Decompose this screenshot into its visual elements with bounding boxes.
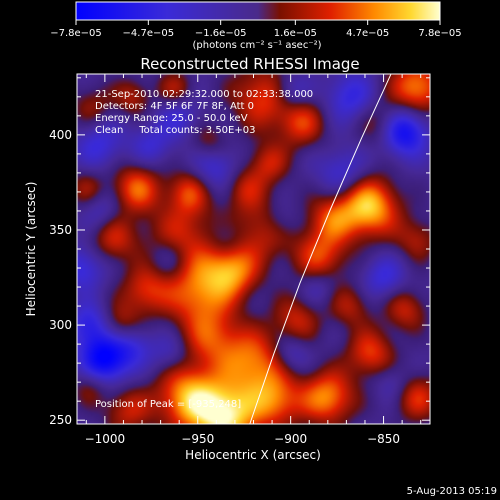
x-tick-label: −900 (274, 432, 307, 446)
y-tick-label: 400 (49, 128, 72, 142)
x-axis: −1000 −950 −900 −850 (85, 74, 422, 446)
colorbar-tick-label: −1.6e−05 (195, 28, 247, 39)
heatmap-image (77, 74, 430, 424)
colorbar-tick-label: 4.7e−05 (346, 28, 389, 39)
peak-position-label: Position of Peak = [-935,248] (95, 399, 241, 410)
info-text: 21-Sep-2010 02:29:32.000 to 02:33:38.000… (95, 89, 313, 136)
info-line-time: 21-Sep-2010 02:29:32.000 to 02:33:38.000 (95, 89, 313, 100)
colorbar-gradient (75, 1, 441, 21)
y-axis-label: Heliocentric Y (arcsec) (24, 182, 38, 317)
y-tick-label: 350 (49, 223, 72, 237)
x-tick-label: −950 (181, 432, 214, 446)
info-line-clean: Clean Total counts: 3.50E+03 (95, 125, 255, 136)
chart-title: Reconstructed RHESSI Image (140, 55, 359, 73)
y-tick-label: 250 (49, 413, 72, 427)
colorbar-tick-label: −4.7e−05 (123, 28, 175, 39)
info-line-detectors: Detectors: 4F 5F 6F 7F 8F, Att 0 (95, 101, 254, 112)
y-tick-label: 300 (49, 318, 72, 332)
limb-curve (249, 74, 392, 424)
colorbar-units: (photons cm⁻² s⁻¹ asec⁻²) (192, 40, 321, 51)
colorbar-ticks: −7.8e−05 −4.7e−05 −1.6e−05 1.6e−05 4.7e−05 7.… (50, 20, 462, 39)
x-tick-label: −850 (367, 432, 400, 446)
colorbar: −7.8e−05 −4.7e−05 −1.6e−05 1.6e−05 4.7e−05 7.… (50, 1, 462, 51)
footer-date: 5-Aug-2013 05:19 (407, 486, 497, 497)
colorbar-tick-label: 1.6e−05 (274, 28, 317, 39)
info-line-energy: Energy Range: 25.0 - 50.0 keV (95, 113, 248, 124)
y-axis: 250 300 350 400 (49, 77, 430, 427)
x-tick-label: −1000 (85, 432, 126, 446)
x-axis-label: Heliocentric X (arcsec) (185, 448, 321, 462)
colorbar-tick-label: −7.8e−05 (50, 28, 102, 39)
colorbar-tick-label: 7.8e−05 (418, 28, 461, 39)
